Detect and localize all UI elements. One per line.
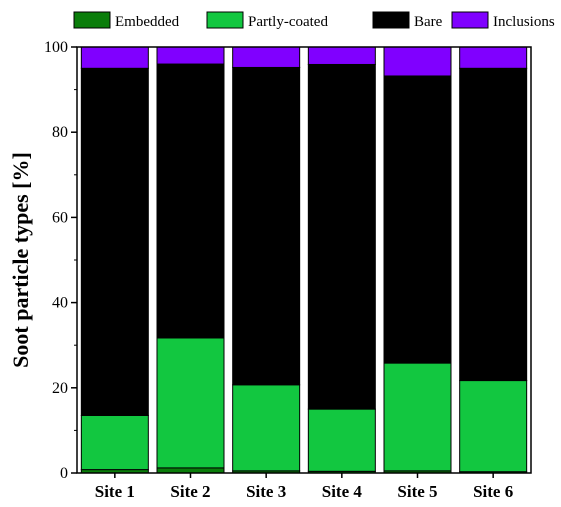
x-category-label: Site 2 (170, 482, 210, 501)
bar-segment-bare-6 (459, 67, 528, 382)
bar-segment-bare-1 (80, 67, 149, 416)
legend-swatch-inclusions (451, 11, 489, 29)
bar-segment-inclusions-3 (232, 46, 301, 68)
legend: Embedded Partly-coated Bare Inclusions (73, 11, 555, 30)
bar-segment-embedded-2 (156, 467, 225, 474)
y-tick-label: 0 (60, 465, 68, 482)
bar-segment-inclusions-2 (156, 46, 225, 65)
legend-swatch-bare (372, 11, 410, 29)
bar-segment-partly-coated-6 (459, 380, 528, 473)
legend-swatch-partly-coated (206, 11, 244, 29)
bar-segment-inclusions-1 (80, 46, 149, 69)
y-tick-label: 20 (52, 380, 68, 397)
bar-segment-inclusions-5 (383, 46, 452, 77)
bar-segment-partly-coated-1 (80, 414, 149, 471)
y-axis: 0 20 40 60 80 100 (44, 39, 77, 482)
x-category-label: Site 6 (473, 482, 513, 501)
legend-label-embedded: Embedded (115, 14, 180, 30)
bar-segment-partly-coated-2 (156, 337, 225, 469)
x-category-label: Site 3 (246, 482, 286, 501)
y-tick-label: 100 (44, 39, 68, 56)
y-axis-title: Soot particle types [%] (8, 152, 33, 368)
legend-label-inclusions: Inclusions (493, 14, 555, 30)
bar-segment-bare-3 (232, 66, 301, 386)
bar-segment-bare-4 (307, 63, 376, 410)
legend-label-bare: Bare (414, 14, 443, 30)
y-tick-label: 40 (52, 295, 68, 312)
bar-segment-inclusions-4 (307, 46, 376, 65)
x-axis: Site 1 Site 2 Site 3 Site 4 Site 5 Site 6 (95, 473, 513, 501)
bar-segment-partly-coated-4 (307, 408, 376, 472)
bar-segment-partly-coated-3 (232, 384, 301, 472)
legend-label-partly-coated: Partly-coated (248, 14, 328, 30)
bars (80, 46, 528, 474)
legend-swatch-embedded (73, 11, 111, 29)
y-tick-label: 60 (52, 209, 68, 226)
x-category-label: Site 4 (322, 482, 363, 501)
bar-segment-inclusions-6 (459, 46, 528, 69)
x-category-label: Site 5 (397, 482, 437, 501)
y-tick-label: 80 (52, 124, 68, 141)
bar-segment-bare-2 (156, 63, 225, 339)
bar-segment-partly-coated-5 (383, 362, 452, 472)
bar-segment-bare-5 (383, 75, 452, 364)
x-category-label: Site 1 (95, 482, 135, 501)
